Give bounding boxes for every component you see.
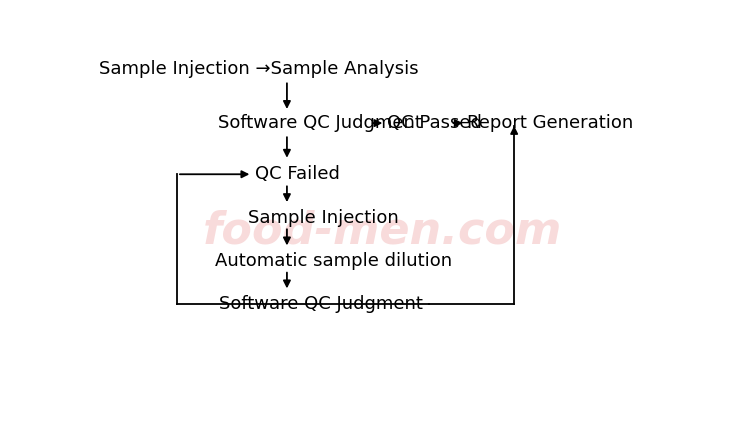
Text: food-men.com: food-men.com [203, 209, 562, 252]
Text: Report Generation: Report Generation [467, 114, 633, 132]
Text: Sample Injection →Sample Analysis: Sample Injection →Sample Analysis [99, 59, 419, 78]
Text: Software QC Judgment: Software QC Judgment [219, 295, 423, 313]
Text: Software QC Judgment: Software QC Judgment [218, 114, 421, 132]
Text: Automatic sample dilution: Automatic sample dilution [215, 252, 452, 269]
Text: Sample Injection: Sample Injection [248, 209, 399, 226]
Text: QC Failed: QC Failed [255, 165, 340, 183]
Text: QC Passed: QC Passed [387, 114, 482, 132]
